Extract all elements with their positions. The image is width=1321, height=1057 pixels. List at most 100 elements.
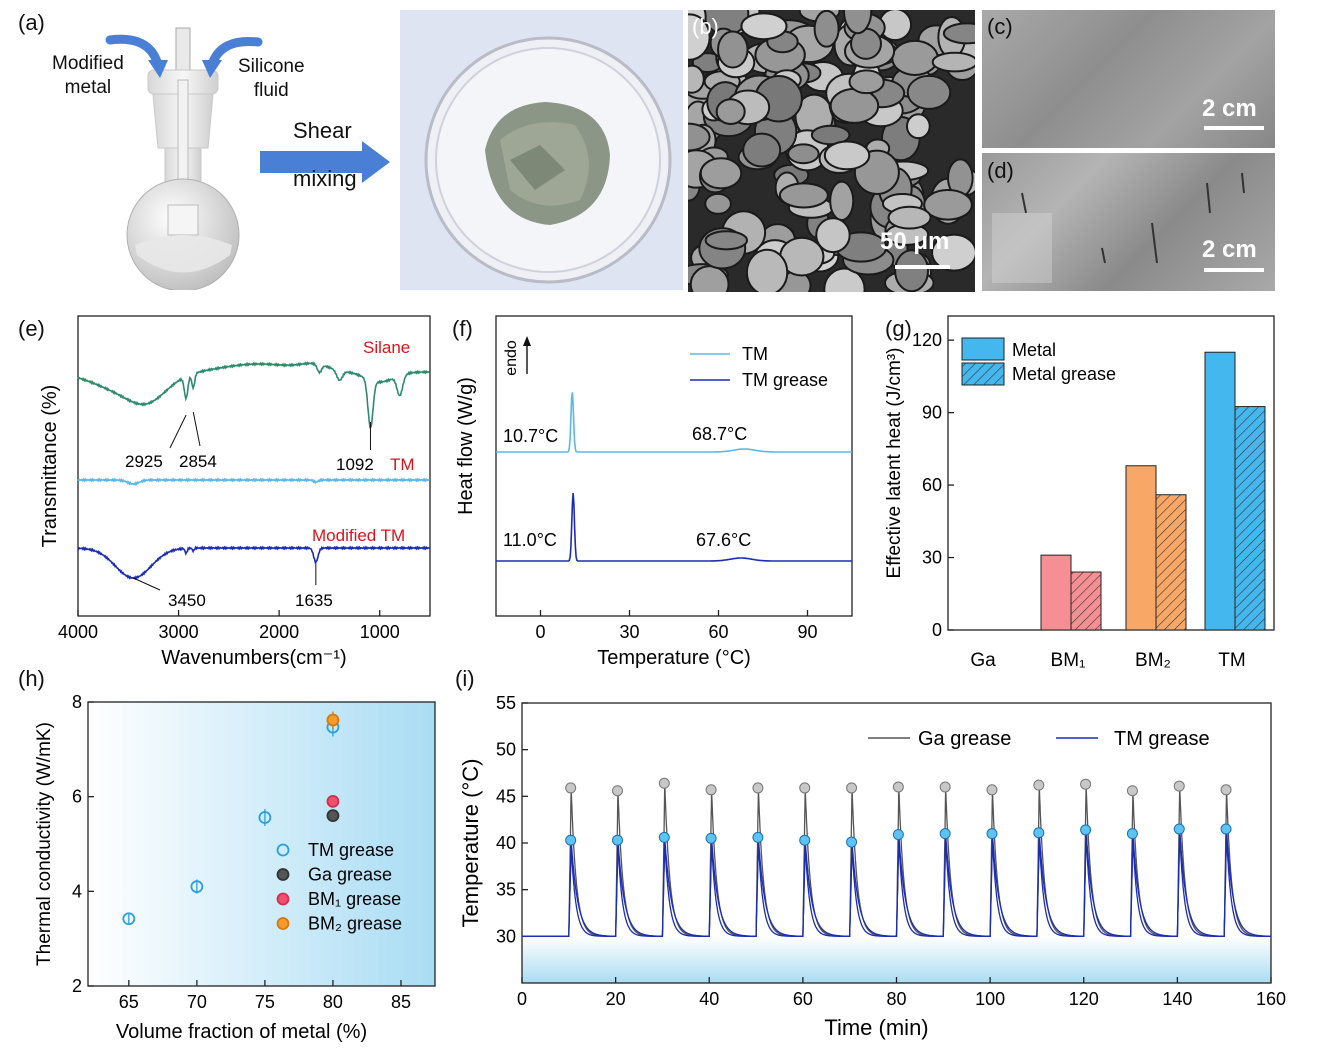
dsc-x-label: Temperature (°C) [597,647,751,669]
panel-f-label: (f) [452,316,473,341]
scale-bar-c [1204,126,1264,130]
annotation-10-7: 10.7°C [503,426,558,446]
tm-peak-marker [705,832,717,844]
tc-x-tick-label: 85 [391,992,411,1012]
scale-bar-c-label: 2 cm [1202,95,1257,122]
temp-x-tick-label: 40 [699,989,719,1009]
modified-metal-label: Modified metal [52,53,124,98]
sem-particle [778,182,829,209]
legend-metal-label: Metal [1012,340,1056,360]
scale-bar-b-label: 50 μm [880,228,950,255]
panel-h-label: (h) [18,666,45,691]
sem-particle [689,265,730,292]
tc-point [190,880,204,894]
sem-particle [717,30,749,69]
ga-peak-marker [1033,779,1045,791]
temp-y-tick-label: 45 [496,786,516,806]
temp-x-tick-label: 20 [606,989,626,1009]
dsc-frame [495,315,853,617]
tc-y-label: Thermal conductivity (W/mK) [34,722,55,966]
sem-particle [787,143,820,165]
ga-peak-marker [565,782,577,794]
tc-point [326,795,340,808]
temp-x-tick-label: 120 [1069,989,1099,1009]
sem-particle [688,64,705,94]
sem-particle [813,10,840,48]
legend-tm-grease-label: TM grease [742,370,828,390]
tc-y-tick-label: 2 [72,976,82,996]
panel-a-label: (a) [18,10,45,35]
arrow-left-icon [105,34,163,70]
tm-peak-marker [1173,823,1185,835]
latent-y-tick-label: 0 [932,620,942,640]
modified-tm-line [77,545,431,581]
tm-peak-marker [658,831,670,843]
dsc-y-label: Heat flow (W/g) [455,377,477,515]
tm-peak-marker [611,834,623,846]
arrow-3450 [133,577,161,591]
tm-grease-dsc-line [496,492,852,562]
dsc-x-tick-label: 0 [535,622,545,642]
sem-particle [704,230,749,251]
tm-grease-line-2 [522,833,1271,937]
ga-grease-line [522,783,1271,937]
tm-series-label: TM [390,455,415,474]
sem-particle [923,189,973,221]
ftir-x-tick-label: 3000 [159,622,199,642]
sem-particle [823,140,871,171]
category-label: BM₂ [1135,650,1171,671]
tm-peak-marker [1220,823,1232,835]
endo-arrowhead-icon [523,336,531,346]
temp-y-tick-label: 35 [496,880,516,900]
metal-grease-bar-hatch [1235,406,1265,630]
ftir-x-tick-label: 1000 [360,622,400,642]
ga-peak-marker [939,781,951,793]
thermal-conductivity-chart: 65 70 75 80 85 2 4 6 8 Volume fraction of metal (… [34,692,436,1043]
temp-y-tick-label: 40 [496,833,516,853]
ga-peak-marker [1080,778,1092,790]
sem-particle [742,132,782,168]
temp-x-tick-label: 140 [1162,989,1192,1009]
sem-particle [942,22,975,45]
ga-peak-marker [658,777,670,789]
category-label: Ga [970,650,996,671]
tc-legend-marker [276,892,290,906]
sem-particle [848,69,885,95]
temperature-cycle-chart: 0 20 40 60 80 100 120 140 160 30 35 40 45 50 55 Time (m… [458,693,1286,1040]
annotation-68-7: 68.7°C [692,424,747,444]
sem-photo [688,10,975,292]
dsc-x-tick-label: 30 [619,622,639,642]
legend-tm-label: TM grease [1114,728,1210,750]
shear-arrow-icon [260,141,390,183]
annotation-1635: 1635 [295,591,333,610]
tm-peak-marker [1126,828,1138,840]
temp-x-tick-label: 160 [1256,989,1286,1009]
sem-particle [891,39,939,76]
silicone-fluid-label: Silicone fluid [238,56,305,101]
category-label: TM [1218,650,1245,671]
legend-tm-label: TM [742,344,768,364]
petri-dish-photo [400,10,683,290]
tc-y-tick-label: 6 [72,787,82,807]
legend-metal-grease-label: Metal grease [1012,364,1116,384]
latent-y-tick-label: 30 [922,548,942,568]
tm-peak-marker [799,834,811,846]
surface-photo-d [982,153,1275,291]
shear-label: Shear [293,118,352,143]
sem-particle [745,248,789,292]
sem-particle [906,74,952,110]
ga-peak-marker [752,782,764,794]
panel-g-label: (g) [885,316,912,341]
ga-peak-marker [846,782,858,794]
tc-y-tick-label: 4 [72,881,82,901]
tm-line [77,477,431,487]
category-label: BM₁ [1051,650,1086,671]
sem-particle [740,12,788,41]
ftir-x-label: Wavenumbers(cm⁻¹) [161,647,346,669]
annotation-11-0: 11.0°C [503,530,557,550]
sem-particle [815,217,851,254]
tc-point [122,912,136,926]
temp-y-tick-label: 30 [496,926,516,946]
latent-heat-chart: 0 30 60 90 120 Effective latent heat (J/cm³) G… [884,315,1275,671]
tc-x-tick-label: 75 [255,992,275,1012]
